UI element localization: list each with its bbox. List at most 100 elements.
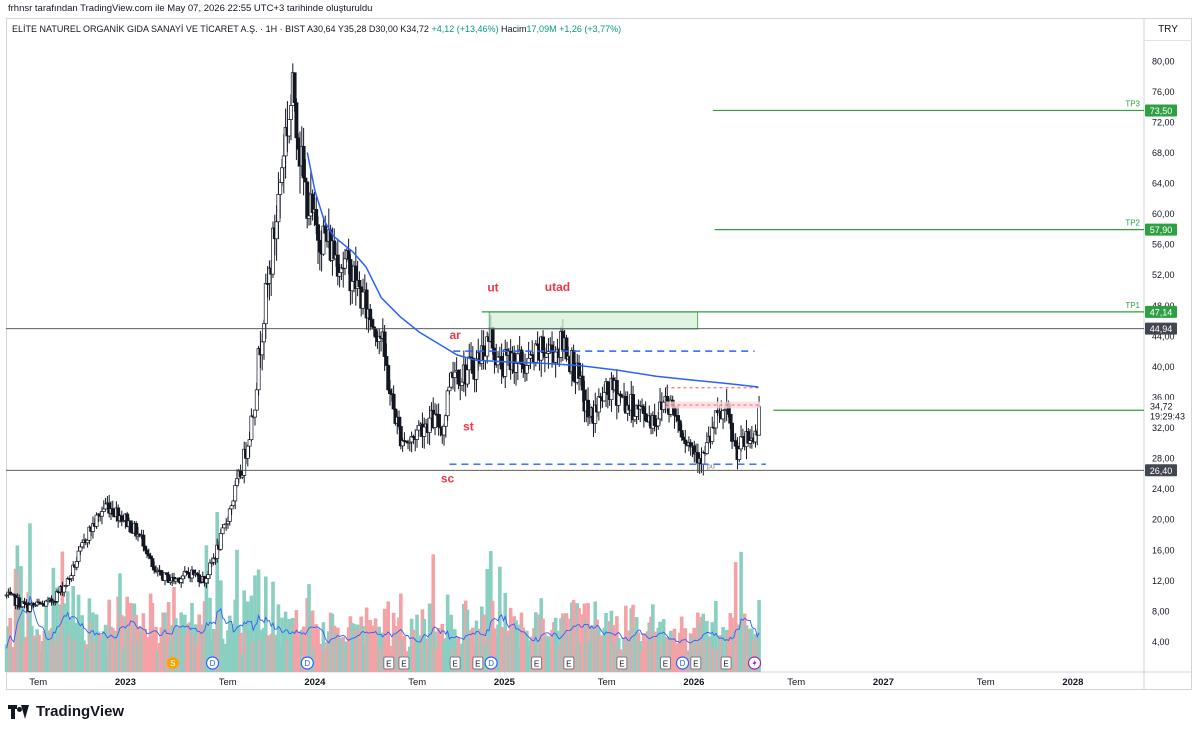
earnings-marker [690, 656, 702, 670]
candle-body [701, 452, 706, 465]
dividend-marker [205, 656, 220, 670]
volume-bar [76, 594, 81, 672]
x-tick-label: 2025 [494, 677, 516, 688]
volume-bar [141, 613, 146, 672]
volume-bar [757, 600, 761, 672]
volume-bar [370, 625, 374, 672]
volume-bar [411, 629, 416, 672]
volume-bar [42, 631, 47, 672]
candle-body [103, 503, 108, 510]
candle-body [553, 351, 558, 363]
candle-body [280, 167, 284, 183]
volume-bar [553, 617, 558, 672]
volume-bar [566, 633, 571, 672]
x-tick-label: 2023 [115, 677, 136, 688]
candle-body [681, 436, 686, 441]
volume-bar [624, 605, 628, 672]
volume-bar [249, 595, 254, 672]
volume-bar [552, 622, 556, 672]
candle-body [150, 558, 155, 568]
earnings-marker-label: E [619, 660, 624, 669]
volume-bar [206, 629, 210, 672]
earnings-marker [449, 656, 461, 670]
volume-bar [80, 615, 84, 672]
close-value: K34,72 [400, 24, 429, 34]
volume-bar [589, 625, 594, 672]
volume-bar [71, 586, 75, 672]
volume-bar [697, 623, 702, 672]
volume-bar [591, 625, 596, 672]
candle-body [386, 365, 391, 391]
volume-bars [4, 512, 761, 672]
candle-body [514, 363, 518, 373]
volume-bar [38, 650, 43, 672]
volume-bar [427, 603, 432, 672]
volume-bar [431, 554, 436, 672]
volume-bar [418, 635, 423, 672]
volume-bar [696, 612, 700, 672]
volume-bar [209, 640, 214, 672]
volume-bar [429, 628, 434, 672]
volume-bar [175, 628, 180, 672]
volume-ma-line [6, 596, 760, 649]
volume-bar [543, 634, 547, 672]
volume-bar [753, 634, 758, 672]
y-tick-label: 44,00 [1152, 331, 1175, 341]
volume-bar [485, 569, 490, 672]
volume-bar [692, 627, 697, 672]
candle-body [757, 406, 762, 436]
volume-bar [179, 612, 183, 672]
volume-bar [224, 643, 228, 672]
volume-bar [69, 617, 74, 672]
volume-bar [292, 624, 297, 672]
volume-bar [604, 613, 608, 672]
candle-body [427, 417, 432, 433]
volume-bar [159, 627, 164, 672]
volume-bar [492, 628, 497, 672]
candle-body [391, 393, 396, 410]
volume-bar [739, 551, 743, 672]
volume-bar [366, 634, 371, 672]
candle-body [296, 137, 301, 150]
volume-bar [330, 613, 335, 672]
candle-body [631, 394, 636, 421]
volume-bar [742, 613, 747, 672]
volume-bar [312, 647, 317, 672]
volume-bar [40, 641, 45, 672]
volume-bar [29, 625, 34, 672]
y-tick-label: 68,00 [1152, 148, 1175, 158]
candle-body [317, 239, 322, 253]
volume-bar [375, 645, 380, 672]
volume-bar [391, 612, 396, 672]
volume-bar [251, 641, 256, 672]
volume-bar [361, 626, 365, 672]
currency-label[interactable]: TRY [1144, 20, 1192, 41]
wyckoff-label: utad [545, 280, 570, 294]
volume-bar [319, 651, 324, 672]
candle-body [55, 591, 59, 602]
volume-bar [593, 601, 598, 672]
volume-bar [191, 634, 196, 672]
candle-body [382, 331, 387, 357]
volume-bar [73, 639, 77, 672]
candle-body [314, 208, 319, 226]
volume-bar [424, 652, 428, 672]
volume-bar [600, 648, 605, 672]
volume-bar [548, 646, 553, 672]
earnings-marker-label: E [452, 660, 457, 669]
volume-bar [47, 630, 52, 672]
volume-bar [273, 634, 277, 672]
candle-body [733, 440, 738, 447]
volume-bar [409, 618, 414, 672]
volume-bar [564, 613, 569, 672]
y-tick-label: 16,00 [1152, 545, 1175, 555]
volume-bar [438, 654, 443, 672]
x-tick-label: 2027 [873, 677, 894, 688]
volume-bar [579, 642, 583, 672]
candle-body [247, 439, 252, 447]
candle-body [152, 566, 157, 571]
volume-bar [46, 642, 50, 672]
volume-bar [323, 649, 328, 672]
candle-body [69, 575, 74, 579]
